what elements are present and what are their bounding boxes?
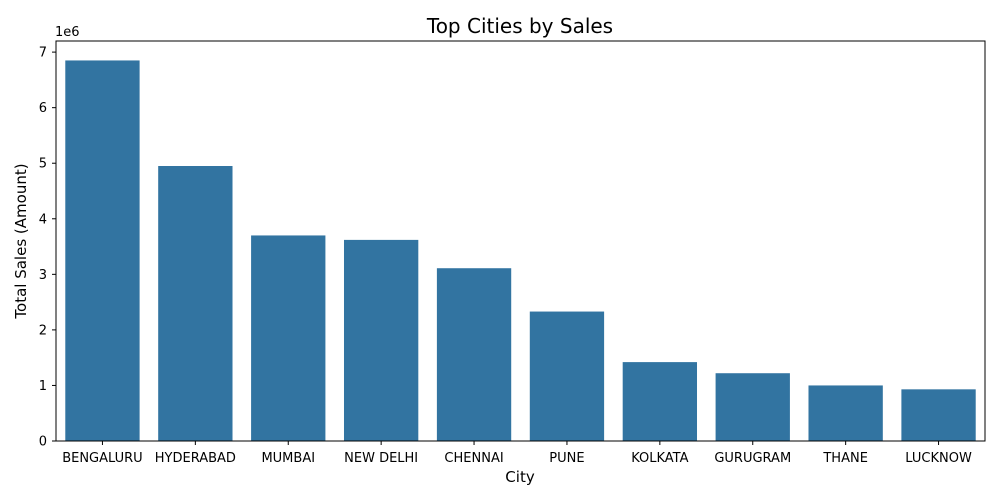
y-tick-label: 7 <box>39 46 47 61</box>
y-tick-label: 0 <box>39 435 47 450</box>
y-tick-label: 5 <box>39 157 47 172</box>
x-tick-label: BENGALURU <box>62 451 142 466</box>
y-axis-title: Total Sales (Amount) <box>12 163 30 319</box>
x-axis-title: City <box>505 468 535 486</box>
x-tick-label: KOLKATA <box>631 451 688 466</box>
x-tick-label: CHENNAI <box>444 451 503 466</box>
x-tick-label: LUCKNOW <box>905 451 972 466</box>
chart-title: Top Cities by Sales <box>426 14 613 38</box>
x-tick-label: THANE <box>822 451 868 466</box>
x-tick-label: GURUGRAM <box>714 451 791 466</box>
plot-frame <box>55 40 986 442</box>
y-tick-label: 1 <box>39 379 47 394</box>
x-tick-label: HYDERABAD <box>155 451 236 466</box>
bar-pune <box>529 311 605 441</box>
bar-chennai <box>436 268 512 441</box>
y-tick-label: 6 <box>39 101 47 116</box>
bar-bengaluru <box>65 60 140 441</box>
bar-gurugram <box>715 373 790 441</box>
y-axis-offset-label: 1e6 <box>55 25 80 40</box>
bar-kolkata <box>622 362 698 441</box>
bar-lucknow <box>901 389 976 441</box>
bar-thane <box>808 385 883 441</box>
ticks-layer: BENGALURU HYDERABAD MUMBAI NEW DELHI CHENNAI… <box>39 46 972 466</box>
bars-layer <box>65 60 976 441</box>
x-tick-label: PUNE <box>549 451 584 466</box>
bar-hyderabad <box>158 166 233 441</box>
bar-mumbai <box>251 235 326 441</box>
y-tick-label: 2 <box>39 323 47 338</box>
y-tick-label: 3 <box>39 268 47 283</box>
x-tick-label: NEW DELHI <box>344 451 418 466</box>
x-tick-label: MUMBAI <box>261 451 315 466</box>
y-tick-label: 4 <box>39 212 47 227</box>
bar-new-delhi <box>343 239 419 441</box>
